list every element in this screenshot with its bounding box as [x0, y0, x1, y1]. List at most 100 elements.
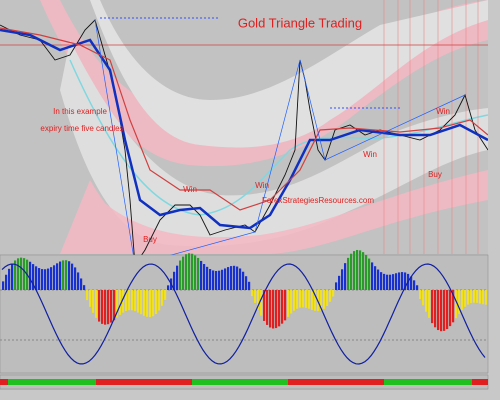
histogram-bar [107, 290, 110, 325]
histogram-bar [380, 272, 383, 290]
histogram-bar [116, 290, 119, 318]
histogram-bar [227, 267, 230, 290]
strip-segment [376, 379, 384, 385]
histogram-bar [323, 290, 326, 309]
histogram-bar [77, 272, 80, 290]
histogram-bar [164, 290, 167, 300]
histogram-bar [167, 285, 170, 290]
histogram-bar [80, 278, 83, 290]
histogram-bar [266, 290, 269, 325]
histogram-bar [353, 251, 356, 290]
histogram-bar [476, 290, 479, 303]
histogram-bar [416, 285, 419, 290]
histogram-bar [17, 258, 20, 290]
histogram-bar [251, 290, 254, 297]
strip-segment [264, 379, 272, 385]
triangle-lines [94, 19, 466, 266]
histogram-bar [122, 290, 125, 313]
strip-segment [136, 379, 144, 385]
histogram-bar [464, 290, 467, 307]
histogram-bar [347, 257, 350, 290]
strip-segment [240, 379, 248, 385]
histogram-bar [185, 254, 188, 290]
histogram-bar [215, 270, 218, 290]
moving-average [0, 28, 489, 230]
histogram-bar [263, 290, 266, 321]
strip-segment [80, 379, 88, 385]
histogram-bar [482, 290, 485, 305]
strip-segment [440, 379, 448, 385]
strip-segment [0, 379, 8, 385]
strip-segment [56, 379, 64, 385]
histogram-bar [14, 260, 17, 290]
histogram-bar [86, 290, 89, 301]
histogram-bar [260, 290, 263, 316]
strip-segment [216, 379, 224, 385]
strip-segment [96, 379, 104, 385]
histogram-bar [257, 290, 260, 310]
histogram-bar [434, 290, 437, 328]
histogram-bar [191, 253, 194, 290]
histogram-bar [461, 290, 464, 311]
histogram-bar [152, 290, 155, 317]
signal-label: Win [363, 150, 377, 159]
histogram-bar [155, 290, 158, 315]
histogram-bar [308, 290, 311, 309]
histogram-bar [410, 276, 413, 290]
histogram-bar [455, 290, 458, 319]
histogram-bar [332, 290, 335, 297]
website: ForexStrategiesResources.com [262, 196, 374, 205]
histogram-bar [62, 260, 65, 290]
histogram-bar [479, 290, 482, 304]
histogram-bar [173, 271, 176, 290]
strip-segment [384, 379, 392, 385]
histogram-bar [404, 272, 407, 290]
strip-segment [392, 379, 400, 385]
histogram-bar [203, 264, 206, 290]
histogram-bar [470, 290, 473, 304]
histogram-bar [248, 281, 251, 290]
histogram-bar [395, 273, 398, 290]
strip-segment [400, 379, 408, 385]
strip-segment [200, 379, 208, 385]
histogram-bar [374, 266, 377, 290]
signal-label: Buy [143, 235, 157, 244]
strip-segment [88, 379, 96, 385]
time-axis [0, 390, 500, 400]
histogram-bar [209, 269, 212, 290]
histogram-bar [110, 290, 113, 323]
histogram-bar [182, 256, 185, 290]
histogram-bar [362, 252, 365, 290]
histogram-bar [218, 270, 221, 290]
histogram-bar [458, 290, 461, 314]
histogram-bar [281, 290, 284, 324]
histogram-bar [431, 290, 434, 324]
histogram-bar [2, 281, 5, 290]
strip-segment [328, 379, 336, 385]
histogram-bar [236, 266, 239, 290]
histogram-bar [71, 263, 74, 290]
strip-segment [208, 379, 216, 385]
histogram-bar [311, 290, 314, 310]
histogram-bar [8, 268, 11, 290]
histogram-bar [5, 274, 8, 290]
signal-label: Win [183, 185, 197, 194]
histogram-bar [245, 276, 248, 290]
histogram-bar [140, 290, 143, 315]
histogram-bar [398, 272, 401, 290]
signal-label: Buy [428, 170, 442, 179]
strip-segment [152, 379, 160, 385]
strip-segment [456, 379, 464, 385]
histogram-bar [305, 290, 308, 308]
histogram-bar [320, 290, 323, 311]
histogram-bar [83, 285, 86, 290]
strip-segment [120, 379, 128, 385]
title: Gold Triangle Trading [238, 15, 362, 30]
strip-segment [192, 379, 200, 385]
strip-segment [248, 379, 256, 385]
histogram-bar [239, 268, 242, 290]
signal-label: Win [255, 181, 269, 190]
histogram [2, 249, 488, 332]
histogram-bar [104, 290, 107, 325]
